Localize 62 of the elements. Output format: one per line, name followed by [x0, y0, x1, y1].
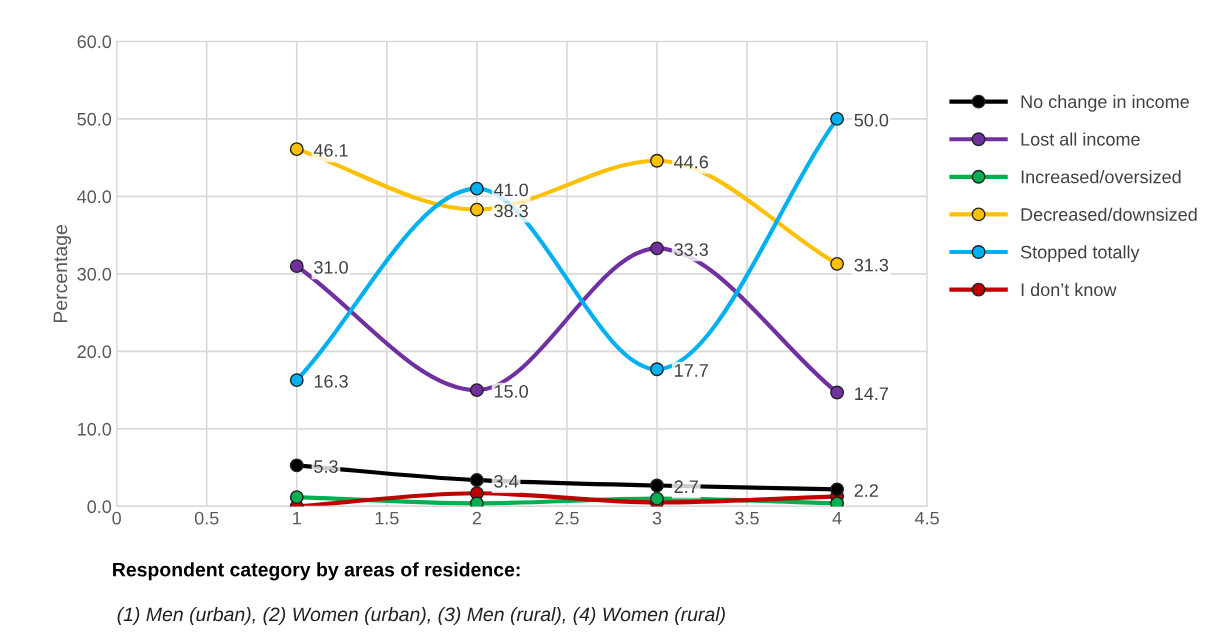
x-tick-label: 3 [652, 511, 662, 525]
point [469, 181, 484, 196]
data-label: 33.3 [674, 243, 708, 256]
y-tick-label: 50.0 [77, 112, 112, 126]
y-tick-label: 60.0 [77, 35, 112, 49]
point [650, 241, 664, 256]
y-tick-label: 30.0 [77, 267, 112, 281]
data-label: 38.3 [494, 204, 528, 218]
point [650, 478, 664, 493]
x-tick-label: 2.5 [555, 511, 579, 525]
point [830, 385, 845, 400]
point [289, 458, 304, 473]
x-tick-label: 3.5 [735, 511, 759, 525]
point [830, 496, 845, 507]
data-label: 41.0 [493, 183, 528, 197]
x-tick-label: 2 [472, 511, 481, 525]
legend-label: I don’t know [1021, 282, 1117, 297]
legend-label: Lost all income [1021, 132, 1140, 146]
data-label: 31.3 [854, 258, 889, 272]
legend-label: No change in income [1021, 94, 1189, 112]
data-label: 2.7 [674, 480, 698, 493]
point [469, 496, 484, 507]
x-tick-label: 1.5 [375, 511, 399, 525]
point [830, 256, 845, 271]
legend-label: Stopped totally [1020, 245, 1140, 263]
x-tick-label: 1 [293, 511, 301, 525]
y-tick-label: 10.0 [78, 422, 112, 436]
data-label: 44.6 [674, 155, 708, 169]
point [289, 373, 304, 388]
x-tick-label: 4 [832, 511, 842, 525]
point [830, 111, 845, 126]
point [650, 362, 664, 377]
text: (1) Men (urban), (2) Women (urban), (3) Men (rural), (4) Women (rural) [117, 606, 725, 626]
legend-label: Decreased/downsized [1021, 207, 1197, 221]
data-label: 5.3 [314, 460, 338, 473]
x-axis-title: Respondent category by areas of residence: [113, 562, 520, 581]
y-tick-label: 0.0 [87, 500, 112, 514]
point [289, 259, 304, 274]
point [469, 473, 484, 488]
y-tick-label: 20.0 [77, 345, 112, 359]
data-label: 31.0 [314, 261, 348, 274]
data-label: 46.1 [313, 143, 348, 157]
x-tick-label: 0 [112, 511, 121, 525]
data-label: 17.7 [675, 364, 708, 377]
point [469, 383, 484, 398]
data-label: 15.0 [494, 385, 528, 398]
point [830, 482, 845, 497]
point [650, 153, 664, 168]
point [469, 202, 484, 217]
data-label: 50.0 [854, 113, 889, 127]
data-label: 16.3 [314, 374, 348, 388]
point [650, 491, 664, 506]
point [289, 142, 304, 157]
y-tick-label: 40.0 [77, 190, 112, 204]
data-label: 2.2 [854, 484, 878, 497]
point [289, 490, 304, 505]
y-axis-title: Percentage [53, 225, 72, 323]
data-label: 3.4 [494, 474, 519, 488]
legend-label: Increased/oversized [1021, 170, 1181, 184]
data-label: 14.7 [855, 387, 888, 400]
x-tick-label: 4.5 [915, 511, 939, 525]
x-tick-label: 0.5 [194, 511, 219, 525]
